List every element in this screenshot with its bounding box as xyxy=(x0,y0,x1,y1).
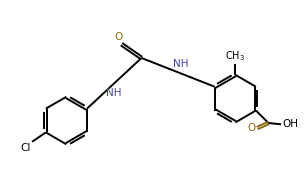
Text: NH: NH xyxy=(173,59,188,69)
Text: OH: OH xyxy=(282,119,298,129)
Text: NH: NH xyxy=(107,88,122,98)
Text: O: O xyxy=(114,32,123,42)
Text: CH$_3$: CH$_3$ xyxy=(225,49,245,63)
Text: O: O xyxy=(247,123,255,133)
Text: Cl: Cl xyxy=(20,143,31,153)
